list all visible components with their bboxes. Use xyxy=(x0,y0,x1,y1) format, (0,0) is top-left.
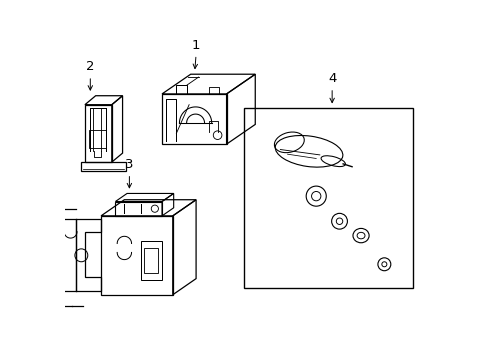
Bar xyxy=(244,108,412,288)
Text: 1: 1 xyxy=(191,39,200,52)
Text: 2: 2 xyxy=(86,60,94,73)
Bar xyxy=(88,130,106,148)
Text: 4: 4 xyxy=(327,72,336,85)
Bar xyxy=(140,241,162,280)
Text: 3: 3 xyxy=(125,158,133,171)
Bar xyxy=(144,248,158,273)
